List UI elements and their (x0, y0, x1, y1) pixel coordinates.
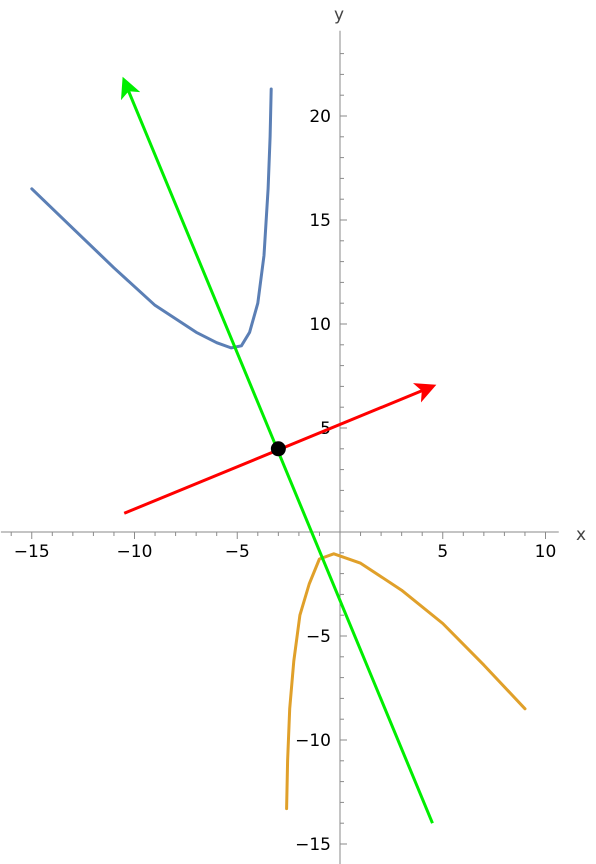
x-tick-label: −5 (225, 542, 250, 562)
x-axis-label: x (576, 525, 586, 545)
y-tick-label: 20 (309, 107, 331, 127)
x-tick-label: 10 (535, 542, 557, 562)
y-tick-label: −15 (295, 835, 331, 855)
y-tick-label: −5 (306, 627, 331, 647)
y-axis-label: y (334, 5, 344, 25)
markers-layer (270, 441, 286, 457)
curve-2 (285, 552, 527, 811)
y-tick-label: −10 (295, 731, 331, 751)
x-tick-label: −15 (14, 542, 50, 562)
y-tick-label: 10 (309, 315, 331, 335)
y-tick-label: 15 (309, 211, 331, 231)
x-tick-label: 5 (437, 542, 448, 562)
x-tick-label: −10 (117, 542, 153, 562)
point-marker (270, 441, 286, 457)
curve-1 (30, 87, 273, 350)
